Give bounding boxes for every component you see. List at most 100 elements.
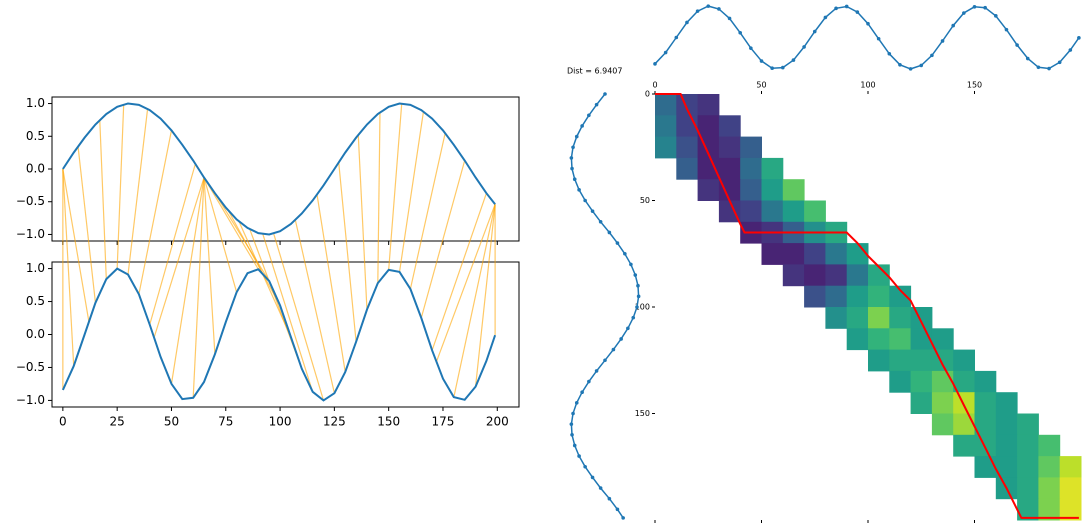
marginal-point [603,358,607,363]
heatmap-cell [825,264,848,287]
marginal-point [636,283,640,288]
heatmap-cell [868,264,890,287]
heatmap-cell [740,157,762,180]
heatmap-cell [953,392,975,414]
marginal-point [685,20,689,25]
marginal-point [635,305,639,309]
heatmap-cell [825,243,848,265]
warping-path [655,93,1079,519]
y-tick-label: 0.0 [26,327,45,341]
heatmap-cell [974,413,997,436]
heatmap-cell [740,179,762,201]
marginal-point [631,315,636,320]
heatmap-cell [931,328,954,351]
alignment-line [474,204,496,387]
marginal-line [570,93,640,519]
heatmap-cell [846,264,869,287]
heatmap-cell [1017,434,1039,457]
heatmap-cell [931,413,954,436]
alignment-line [203,177,259,270]
heatmap-cell [804,243,826,265]
alignment-line [153,177,205,338]
heatmap-cell [910,392,933,414]
heatmap-cell [718,115,741,138]
x-tick-label: 150 [967,81,982,90]
y-tick-label: 50 [640,196,650,205]
marginal-point [587,113,591,118]
heatmap-cell [1017,477,1039,500]
heatmap-cell [1059,456,1082,478]
marginal-point [583,198,587,203]
alignment-line [409,133,446,290]
heatmap-cell [995,392,1018,414]
heatmap-cell [825,307,848,329]
x-tick-label: 25 [110,415,125,429]
heatmap-cell [995,434,1018,457]
marginal-point [594,369,599,373]
heatmap-cell [910,370,933,393]
heatmap-cell [1059,477,1082,500]
heatmap-cell [953,349,975,372]
marginal-point [572,443,577,448]
marginal-point [866,21,870,26]
marginal-point [594,102,599,107]
x-tick-label: 50 [164,415,179,429]
marginal-point [577,454,581,458]
heatmap-cell [889,307,912,329]
marginal-point [629,262,633,267]
heatmap-cell [676,136,699,159]
heatmap-cell [868,328,890,351]
alignment-line [338,162,357,342]
marginal-point [569,422,574,426]
heatmap-cell [910,307,933,329]
alignment-line [62,168,75,367]
marginal-point [571,145,575,150]
marginal-point [770,66,774,71]
x-tick-label: 0 [59,415,67,429]
marginal-point [574,134,579,139]
heatmap-cell [676,157,699,180]
marginal-point [607,496,612,501]
x-tick-label: 200 [486,415,509,429]
alignment-line [316,194,346,373]
heatmap-cell [1059,498,1082,521]
alignment-line [227,209,281,306]
y-tick-label: 0.5 [26,129,45,143]
heatmap-cell [974,370,997,393]
y-tick-label: −1.0 [16,227,45,241]
y-tick-label: 1.0 [26,96,45,110]
marginal-point [603,92,607,96]
y-tick-label: 100 [635,303,650,312]
heatmap-cell [718,200,741,223]
marginal-point [791,58,796,62]
marginal-point [611,347,616,352]
marginal-point [570,433,574,437]
marginal-line [654,5,1080,70]
alignment-line [214,192,270,282]
heatmap-cell [804,285,826,308]
marginal-point [1068,48,1073,52]
marginal-point [577,188,581,192]
y-tick-label: 0.5 [26,294,45,308]
alignment-line [203,177,216,355]
heatmap-cell [889,370,912,393]
marginal-point [626,326,630,331]
heatmap-cell [974,456,997,478]
marginal-point [1077,36,1081,40]
marginal-point [1004,27,1009,32]
marginal-point [823,15,828,20]
marginal-point [1057,60,1062,65]
alignment-line [435,204,496,362]
x-tick-label: 125 [323,415,346,429]
heatmap-cell [846,328,869,351]
marginal-point [572,177,577,181]
alignment-line [170,177,205,385]
marginal-point [615,507,620,512]
alignment-line [294,219,335,394]
series-line [61,267,497,402]
x-tick-label: 175 [432,415,455,429]
y-tick-label: 0.0 [26,162,45,176]
heatmap-cell [825,285,848,308]
heatmap-cell [804,200,826,223]
